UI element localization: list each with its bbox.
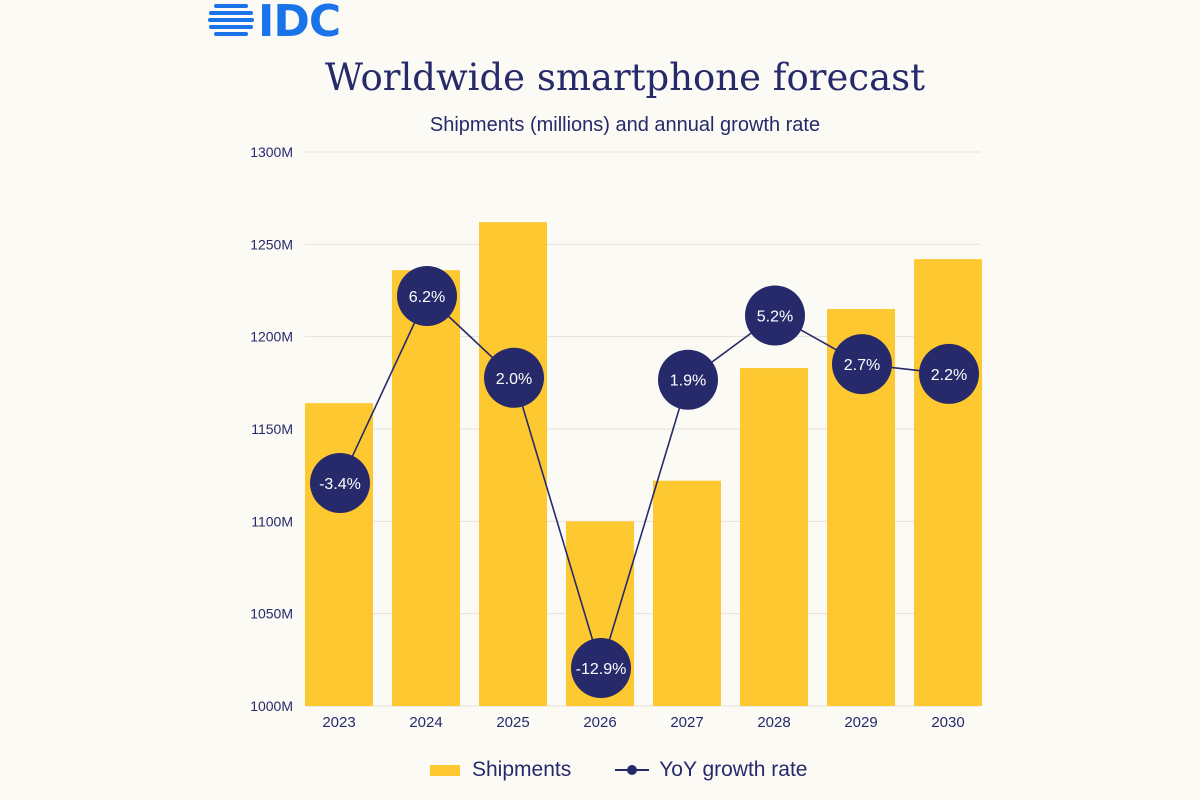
bar: [479, 222, 547, 706]
chart-subtitle: Shipments (millions) and annual growth r…: [429, 114, 821, 136]
growth-marker: [832, 334, 892, 395]
x-tick-label: 2026: [583, 714, 616, 731]
x-tick-label: 2030: [931, 714, 964, 731]
y-tick-label: 1100M: [251, 513, 293, 529]
x-tick-label: 2028: [757, 714, 790, 731]
growth-label: 2.7%: [844, 357, 880, 374]
y-tick-label: 1250M: [250, 236, 293, 252]
logo-text: IDC: [258, 0, 341, 47]
growth-marker: [310, 452, 370, 513]
legend-swatch-line: [615, 758, 650, 782]
x-tick-label: 2027: [670, 714, 703, 731]
growth-marker: [919, 343, 979, 404]
growth-marker: [571, 638, 631, 698]
legend-label-shipments: Shipments: [472, 758, 572, 781]
x-tick-label: 2029: [844, 714, 877, 731]
chart-title: Worldwide smartphone forecast: [324, 56, 925, 99]
legend-item-growth: YoY growth rate: [615, 758, 808, 782]
growth-label: -12.9%: [576, 661, 627, 678]
x-tick-label: 2025: [496, 714, 529, 731]
bar: [653, 480, 721, 706]
growth-marker: [745, 285, 805, 346]
growth-label: 2.2%: [931, 367, 967, 384]
x-tick-label: 2024: [409, 714, 442, 731]
y-tick-label: 1050M: [250, 606, 293, 622]
legend-label-growth: YoY growth rate: [659, 758, 808, 781]
growth-marker: [658, 349, 718, 410]
growth-label: 2.0%: [496, 371, 532, 388]
globe-icon: [208, 4, 254, 36]
y-tick-label: 1000M: [250, 698, 293, 714]
bar: [392, 270, 460, 706]
growth-label: 6.2%: [409, 289, 445, 306]
growth-label: 5.2%: [757, 308, 793, 325]
bar: [914, 259, 982, 706]
bar: [740, 368, 808, 706]
legend-swatch-bar: [430, 764, 460, 776]
y-tick-label: 1200M: [250, 329, 293, 345]
chart-legend: Shipments YoY growth rate: [430, 758, 852, 782]
growth-marker: [397, 266, 457, 326]
growth-label: 1.9%: [670, 373, 706, 390]
idc-logo: [208, 0, 353, 42]
y-tick-label: 1300M: [250, 144, 293, 160]
legend-item-shipments: Shipments: [430, 758, 571, 782]
bar: [305, 403, 373, 706]
x-tick-label: 2023: [322, 714, 355, 731]
growth-marker: [484, 347, 544, 408]
growth-label: -3.4%: [319, 476, 361, 493]
y-tick-label: 1150M: [251, 421, 293, 437]
